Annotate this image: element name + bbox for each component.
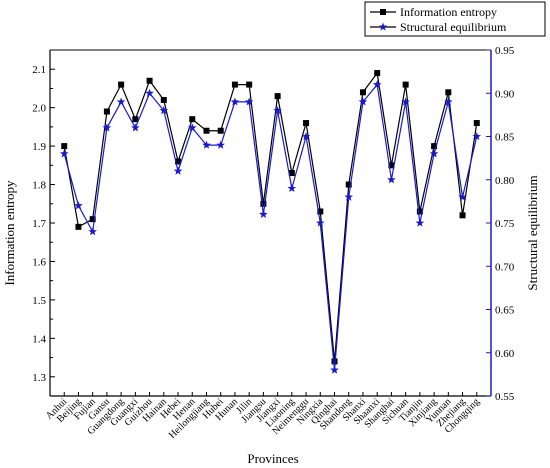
data-point-star — [116, 97, 126, 106]
right-y-tick-label: 0.95 — [495, 45, 515, 57]
data-point-star — [415, 218, 425, 227]
data-point-square — [175, 158, 182, 165]
data-point-square — [431, 143, 438, 150]
data-point-star — [173, 166, 183, 175]
data-point-square — [160, 96, 167, 103]
data-point-square — [459, 212, 466, 219]
data-point-star — [316, 218, 325, 227]
left-y-tick-label: 1.4 — [32, 333, 46, 345]
data-point-square — [416, 208, 423, 215]
data-point-star — [387, 175, 396, 184]
left-y-axis-label: Information entropy — [2, 180, 17, 286]
right-y-tick-label: 0.90 — [495, 88, 515, 100]
right-axis: 0.55 0.60 0.65 0.70 0.75 0.80 0.85 0.90 0.95 — [486, 45, 515, 403]
right-y-tick-label: 0.55 — [495, 391, 515, 403]
data-point-star — [372, 80, 382, 89]
right-y-tick-label: 0.75 — [495, 218, 515, 230]
data-point-star — [88, 227, 97, 236]
right-y-tick-label: 0.65 — [495, 305, 515, 317]
data-point-square — [402, 81, 409, 88]
data-point-square — [217, 127, 224, 134]
data-point-square — [189, 116, 196, 123]
legend-box — [364, 1, 546, 37]
data-point-square — [231, 81, 238, 88]
data-point-star — [287, 183, 297, 193]
right-y-axis-label: Structural equilibrium — [525, 175, 540, 290]
series-layer — [59, 70, 482, 374]
left-y-tick-label: 2.0 — [32, 103, 46, 115]
data-point-star — [131, 123, 140, 132]
right-y-tick-label: 0.80 — [495, 175, 515, 187]
legend-marker-structural-equilibrium — [378, 22, 388, 31]
legend-marker-information-entropy — [380, 9, 386, 15]
data-point-star — [330, 365, 339, 374]
data-point-star — [244, 97, 254, 106]
left-y-tick-label: 1.9 — [32, 141, 46, 153]
right-y-tick-label: 0.85 — [495, 132, 515, 144]
left-y-tick-label: 1.8 — [32, 180, 46, 192]
data-point-square — [303, 120, 310, 127]
data-point-square — [445, 89, 452, 96]
data-point-star — [273, 106, 282, 115]
left-axis: 1.3 1.4 1.5 1.6 1.7 1.8 1.9 2.0 2.1 — [32, 49, 55, 397]
data-point-square — [317, 208, 324, 215]
data-point-star — [145, 88, 154, 97]
left-y-tick-label: 1.3 — [32, 372, 46, 384]
data-point-square — [331, 358, 338, 365]
right-y-tick-label: 0.70 — [495, 261, 515, 273]
data-point-square — [288, 170, 295, 177]
data-point-star — [216, 140, 225, 149]
data-point-square — [75, 223, 82, 230]
data-point-square — [260, 200, 267, 207]
data-point-star — [259, 209, 268, 218]
data-point-square — [473, 120, 480, 127]
legend: Information entropy Structural equilibri… — [364, 1, 546, 37]
data-point-star — [159, 106, 169, 115]
data-point-star — [301, 132, 311, 141]
left-y-tick-label: 2.1 — [32, 64, 46, 76]
data-point-star — [102, 123, 112, 132]
x-axis-label: Provinces — [247, 451, 298, 466]
data-point-star — [429, 149, 439, 158]
data-point-square — [359, 89, 366, 96]
data-point-star — [230, 97, 240, 106]
data-point-square — [274, 93, 281, 100]
data-point-star — [59, 149, 69, 158]
legend-label-information-entropy: Information entropy — [400, 5, 497, 19]
data-point-square — [118, 81, 125, 88]
legend-label-structural-equilibrium: Structural equilibrium — [400, 20, 507, 34]
data-point-star — [344, 192, 354, 201]
data-point-square — [345, 181, 352, 188]
data-point-square — [246, 81, 253, 88]
data-point-square — [374, 70, 381, 77]
left-y-tick-label: 1.7 — [32, 218, 46, 230]
data-point-star — [458, 192, 467, 201]
data-point-square — [132, 116, 139, 123]
data-point-star — [472, 132, 482, 141]
left-y-tick-label: 1.6 — [32, 256, 46, 268]
data-point-star — [202, 140, 211, 149]
data-point-square — [388, 162, 395, 169]
data-point-star — [74, 201, 83, 210]
plot-frame — [49, 49, 492, 397]
data-point-star — [358, 97, 368, 106]
right-y-tick-label: 0.60 — [495, 348, 515, 360]
data-point-square — [203, 127, 210, 134]
data-point-square — [89, 216, 96, 223]
data-point-square — [146, 77, 153, 84]
left-y-tick-label: 1.5 — [32, 295, 46, 307]
data-point-star — [401, 97, 410, 106]
data-point-star — [187, 123, 197, 132]
series-line-1 — [63, 83, 478, 371]
data-point-star — [444, 97, 453, 106]
data-point-square — [103, 108, 110, 115]
x-axis: AnhuiBeijingFujianGansuGuangdongGuangxiG… — [44, 392, 482, 441]
data-point-square — [61, 143, 68, 150]
series-line-0 — [63, 71, 478, 362]
